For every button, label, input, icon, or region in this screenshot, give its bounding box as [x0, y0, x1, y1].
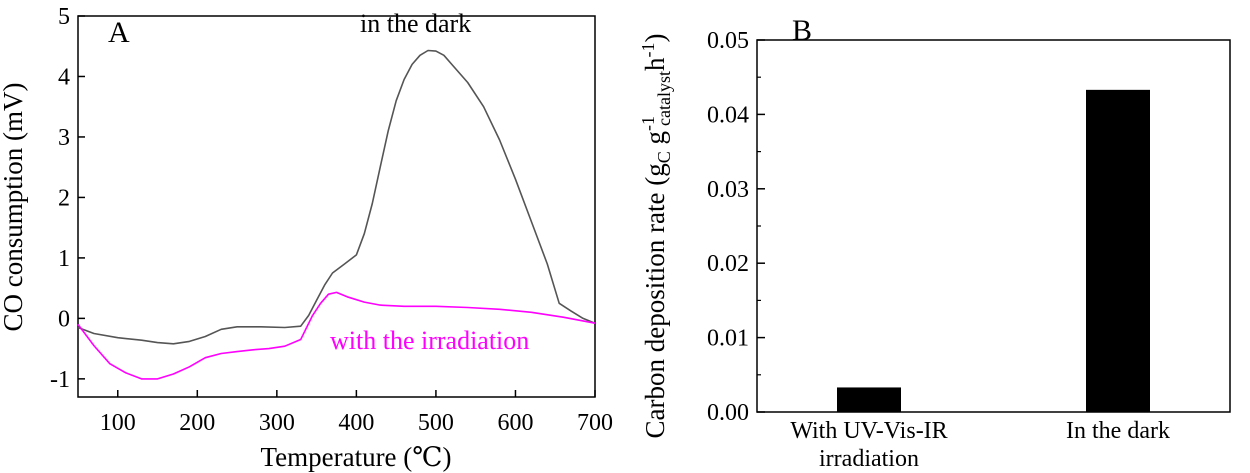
panel-a-x-tick-label: 400	[338, 410, 374, 436]
panel-b-y-axis-label: Carbon deposition rate (gC g-1catalysth-…	[638, 34, 674, 439]
panel-a-x-tick-label: 700	[577, 410, 613, 436]
panel-a-y-tick-label: 3	[58, 125, 70, 151]
panel-a-x-tick-label: 600	[497, 410, 533, 436]
panel-b-y-tick-label: 0.01	[707, 326, 749, 352]
panel-b-x-category-label: With UV-Vis-IR	[790, 418, 947, 444]
panel-a-y-axis-label: CO consumption (mV)	[0, 83, 28, 332]
panel-a-y-tick-label: 4	[58, 64, 70, 90]
panel-a-x-tick-label: 300	[259, 410, 295, 436]
panel-a-x-tick-label: 200	[179, 410, 215, 436]
series-label-with-the-irradiation: with the irradiation	[330, 326, 529, 355]
panel-b-y-tick-label: 0.03	[707, 177, 749, 203]
panel-a-y-tick-label: -1	[50, 367, 70, 393]
panel-b-y-tick-label: 0.04	[707, 102, 749, 128]
panel-a-plot-frame	[77, 15, 596, 398]
panel-a-y-tick-label: 5	[58, 4, 70, 30]
panel-b-x-category-label: irradiation	[819, 446, 919, 472]
panel-a-y-tick-label: 0	[58, 306, 70, 332]
panel-a-series-line-with-the-irradiation	[77, 291, 596, 380]
panel-a-y-ticks: -1 0 1 2 3 4 5	[50, 4, 85, 393]
panel-b-y-ticks: 0.00 0.01 0.02 0.03 0.04 0.05	[707, 28, 765, 426]
panel-a-x-ticks: 100 200 300 400 500 600 700	[100, 390, 613, 436]
panel-b-bars	[837, 89, 1150, 413]
panel-a-label: A	[108, 16, 130, 49]
panel-b-y-tick-label: 0.05	[707, 28, 749, 54]
panel-a-series-line-in-the-dark	[77, 49, 596, 345]
panel-a-series	[77, 49, 596, 380]
panel-a-x-tick-label: 500	[418, 410, 454, 436]
panel-a-y-tick-label: 2	[58, 185, 70, 211]
series-label-in-the-dark: in the dark	[360, 9, 471, 38]
panel-b-y-tick-label: 0.00	[707, 400, 749, 426]
panel-b-y-tick-label: 0.02	[707, 251, 749, 277]
panel-a-line-chart: 100 200 300 400 500 600 700 -1 0 1 2 3 4 5 A in the …	[0, 4, 613, 472]
panel-b-x-category-label: In the dark	[1066, 418, 1170, 444]
panel-b-plot-frame	[756, 39, 1231, 413]
panel-a-y-tick-label: 1	[58, 246, 70, 272]
panel-b-label: B	[792, 14, 812, 47]
panel-b-bar-dark	[1086, 89, 1150, 413]
panel-a-x-tick-label: 100	[100, 410, 136, 436]
panel-a-x-axis-label: Temperature (℃)	[261, 442, 452, 472]
panel-b-bar-chart: 0.00 0.01 0.02 0.03 0.04 0.05 With UV-Vis-IRi…	[638, 14, 1231, 472]
